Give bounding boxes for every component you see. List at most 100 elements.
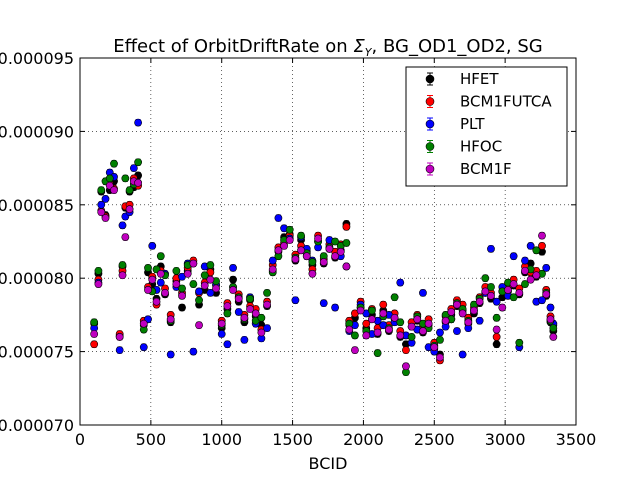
data-point [121,233,130,241]
data-point [297,231,305,240]
data-point [481,274,490,283]
data-point [118,261,127,269]
series-bcm1f [90,177,558,371]
y-tick-label: 0.000095 [0,49,74,68]
data-point [515,338,524,347]
data-point [134,158,143,167]
data-point [166,350,175,359]
data-point [206,288,215,297]
data-point [223,302,232,310]
data-point [308,258,317,266]
data-point [492,333,501,341]
data-point [178,303,186,312]
data-point [319,299,328,308]
data-point [217,319,226,328]
data-point [464,318,473,327]
data-point [234,294,243,303]
data-point [487,244,495,253]
data-point [302,252,311,261]
grid-lines [80,58,576,425]
data-point [195,296,203,305]
data-point [206,261,215,269]
data-point [229,264,237,272]
legend-item-hfet: HFET [425,70,499,88]
data-point [515,288,524,297]
data-point [487,291,495,300]
data-point [129,164,138,172]
data-point [291,296,300,305]
data-point [436,328,444,337]
data-point [331,237,339,246]
data-point [373,328,382,337]
data-point [542,264,551,272]
data-point [90,340,99,349]
data-point [385,325,393,334]
data-point [101,195,110,203]
data-points [90,118,558,377]
data-point [240,313,249,322]
y-tick-label: 0.000070 [0,416,74,435]
data-point [217,330,226,338]
x-tick-label: 2500 [414,430,455,449]
data-point [492,340,501,349]
data-point [268,256,277,265]
data-point [538,231,546,240]
data-point [342,262,351,271]
data-point [178,291,186,300]
data-point [362,331,371,340]
data-point [229,286,237,294]
data-point [521,256,529,265]
data-point [453,327,461,335]
data-point [263,300,271,309]
data-point [549,333,558,341]
chart-title-subscript: Y [365,46,373,59]
data-point [549,324,558,333]
x-tick-label: 500 [136,430,167,449]
data-point [172,280,181,288]
data-point [407,333,416,341]
data-point [526,275,535,284]
data-point [379,309,388,318]
data-point [200,271,209,280]
data-point [189,347,198,356]
data-point [115,333,124,341]
data-point [419,288,427,297]
legend-label: BCM1FUTCA [460,93,552,111]
data-point [436,353,444,362]
data-point [291,255,300,264]
legend-item-hfoc: HFOC [425,138,502,156]
data-point [206,275,215,284]
data-point [125,205,134,214]
chart-title-suffix: , BG_OD1_OD2, SG [372,36,543,57]
data-point [101,214,110,222]
data-point [453,300,461,309]
data-point [331,303,339,312]
data-point [424,319,433,328]
data-point [470,306,478,315]
y-tick-label: 0.000090 [0,122,74,141]
data-point [297,246,305,255]
data-point [148,242,157,250]
data-point [280,242,288,250]
chart-title-prefix: Effect of OrbitDriftRate on [113,36,353,57]
data-point [134,118,143,127]
data-point [546,315,555,324]
data-point [166,315,175,324]
chart-title: Effect of OrbitDriftRate on ΣY, BG_OD1_O… [113,36,542,59]
data-point [492,297,501,306]
data-point [356,306,365,315]
data-point [345,325,354,334]
axis-ticks: 0 500 1000 1500 2000 2500 3000 3500 0.000070 0.00… [0,49,596,449]
data-point [251,309,260,318]
data-point [430,343,439,352]
data-point [509,293,518,302]
data-point [532,271,541,280]
data-point [379,300,388,309]
data-point [402,346,410,355]
data-point [498,303,507,312]
data-point [257,313,266,322]
data-point [419,327,427,335]
data-point [526,242,535,250]
data-point [212,284,220,293]
